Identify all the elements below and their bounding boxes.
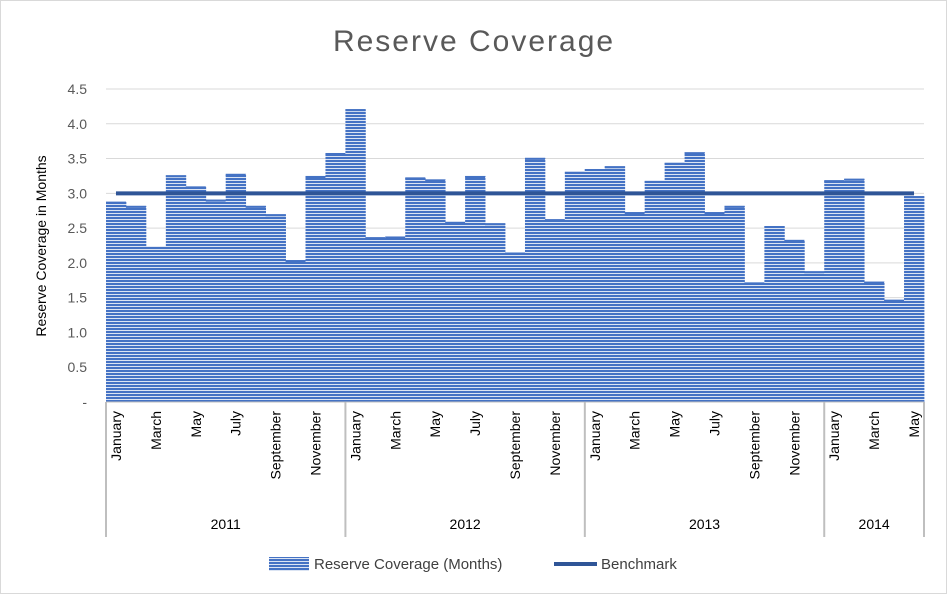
legend-label-bars: Reserve Coverage (Months) bbox=[314, 556, 502, 573]
bar bbox=[764, 226, 785, 402]
y-tick-label: 3.0 bbox=[68, 185, 88, 201]
x-tick-label-month: September bbox=[507, 411, 523, 480]
x-tick-label-year: 2014 bbox=[859, 516, 890, 532]
x-tick-label-year: 2013 bbox=[689, 516, 720, 532]
bar bbox=[664, 162, 685, 402]
bar bbox=[225, 173, 247, 402]
y-tick-label: 2.0 bbox=[68, 255, 88, 271]
bar bbox=[405, 177, 426, 402]
bar bbox=[604, 166, 626, 402]
bar bbox=[624, 212, 646, 402]
bar bbox=[325, 152, 346, 402]
y-tick-label: 4.5 bbox=[68, 81, 88, 97]
bar bbox=[245, 205, 267, 402]
bar bbox=[904, 196, 925, 402]
y-tick-label: 1.0 bbox=[68, 324, 88, 340]
x-tick-label-month: November bbox=[547, 411, 563, 476]
x-tick-label-month: March bbox=[387, 411, 403, 450]
bar bbox=[584, 168, 606, 402]
bar bbox=[884, 299, 905, 402]
y-tick-label: 3.5 bbox=[68, 151, 88, 167]
bar bbox=[744, 282, 765, 402]
y-tick-label: - bbox=[82, 394, 87, 410]
bar bbox=[165, 175, 187, 402]
x-tick-label-month: November bbox=[307, 411, 323, 476]
x-tick-label-year: 2011 bbox=[211, 516, 241, 532]
bar-series bbox=[106, 109, 925, 402]
bar bbox=[345, 109, 366, 402]
bar bbox=[704, 212, 725, 402]
bar bbox=[804, 271, 825, 402]
bar bbox=[485, 223, 506, 402]
bar bbox=[524, 157, 546, 402]
bar bbox=[185, 186, 207, 402]
x-axis: January March May July September November Janu… bbox=[105, 401, 925, 537]
x-tick-label-year: 2012 bbox=[450, 516, 481, 532]
chart-title: Reserve Coverage bbox=[333, 25, 615, 58]
bar bbox=[544, 219, 566, 402]
bar bbox=[385, 236, 406, 402]
x-tick-label-month: September bbox=[746, 411, 762, 480]
x-tick-label-month: January bbox=[587, 411, 603, 461]
x-tick-label-month: July bbox=[228, 411, 244, 436]
bar bbox=[425, 179, 446, 402]
x-tick-label-month: March bbox=[627, 411, 643, 450]
bar bbox=[106, 201, 127, 402]
x-tick-label-month: July bbox=[707, 411, 723, 436]
y-tick-label: 1.5 bbox=[68, 290, 88, 306]
x-tick-label-month: May bbox=[667, 411, 683, 437]
bar bbox=[864, 281, 885, 402]
bar bbox=[445, 221, 466, 402]
x-tick-label-month: May bbox=[188, 411, 204, 437]
bar bbox=[205, 199, 227, 402]
bar bbox=[285, 260, 306, 402]
bar bbox=[145, 246, 167, 402]
bar bbox=[305, 175, 326, 402]
bar bbox=[684, 152, 705, 402]
bar bbox=[125, 205, 147, 402]
y-tick-label: 0.5 bbox=[68, 359, 88, 375]
bar bbox=[365, 237, 386, 402]
x-tick-label-month: January bbox=[347, 411, 363, 461]
x-tick-label-month: March bbox=[866, 411, 882, 450]
x-tick-label-month: January bbox=[826, 411, 842, 461]
y-tick-label: 2.5 bbox=[68, 220, 88, 236]
x-tick-label-month: November bbox=[786, 411, 802, 476]
x-tick-label-month: July bbox=[467, 411, 483, 436]
legend-label-benchmark: Benchmark bbox=[601, 556, 677, 573]
legend-swatch-bars bbox=[269, 557, 309, 571]
bar bbox=[465, 175, 486, 402]
x-tick-label-month: January bbox=[108, 411, 124, 461]
y-tick-label: 4.0 bbox=[68, 116, 88, 132]
x-tick-label-month: May bbox=[906, 411, 922, 437]
bar bbox=[564, 171, 586, 402]
bar bbox=[824, 180, 845, 402]
bar bbox=[644, 180, 666, 402]
bar bbox=[844, 178, 865, 402]
x-tick-label-month: September bbox=[268, 411, 284, 480]
y-axis-label: Reserve Coverage in Months bbox=[33, 155, 49, 336]
bar bbox=[505, 252, 526, 402]
bar bbox=[265, 214, 286, 402]
x-tick-label-month: March bbox=[148, 411, 164, 450]
y-axis-ticks: - 0.5 1.0 1.5 2.0 2.5 3.0 3.5 4.0 4.5 bbox=[68, 81, 88, 410]
legend: Reserve Coverage (Months) Benchmark bbox=[269, 556, 677, 573]
bar bbox=[784, 239, 805, 402]
x-tick-label-month: May bbox=[427, 411, 443, 437]
bar bbox=[724, 205, 745, 402]
